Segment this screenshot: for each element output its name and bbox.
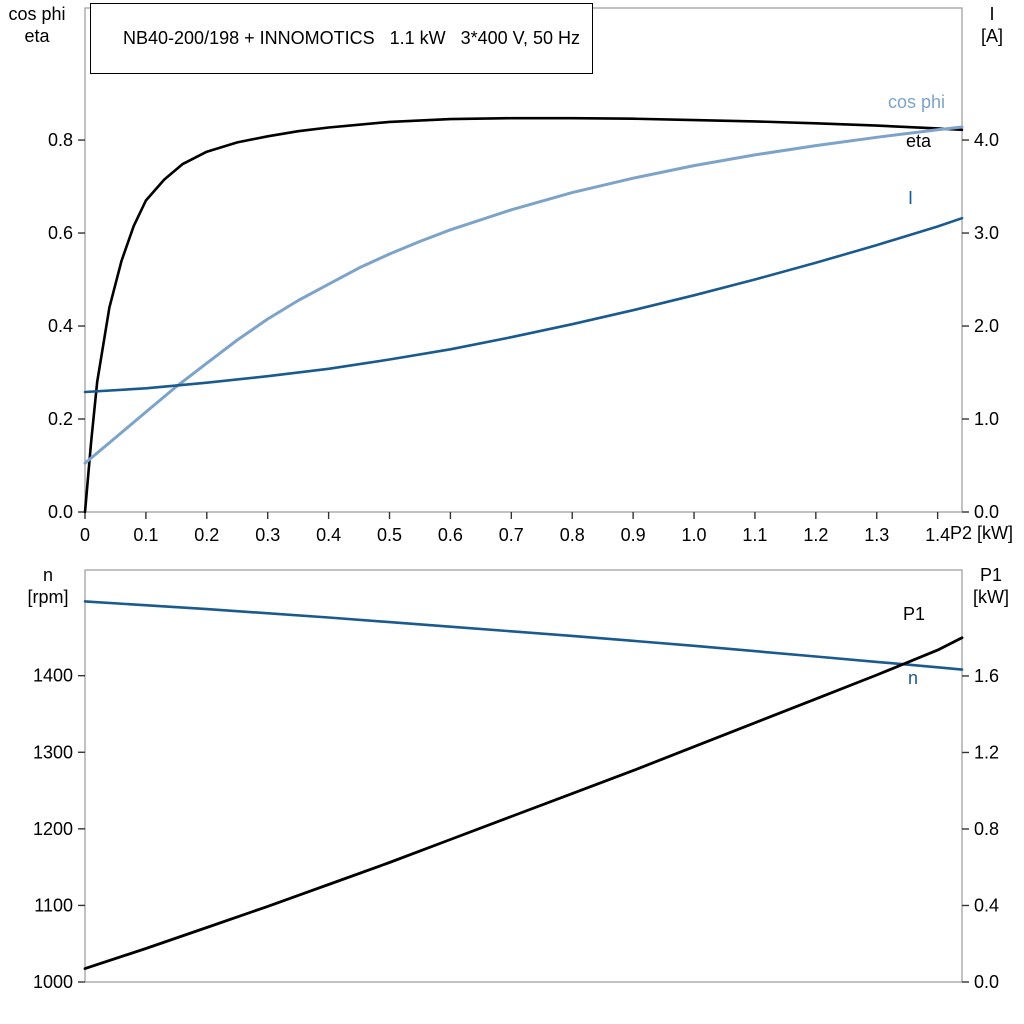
- x-tick-label: 0.2: [194, 525, 219, 545]
- x-tick-label: 0.6: [438, 525, 463, 545]
- left-tick-label: 1400: [33, 666, 73, 686]
- left-tick-label: 1200: [33, 819, 73, 839]
- plot-frame: [84, 7, 963, 513]
- curve-cos-phi: [83, 125, 964, 465]
- plot-frame: [84, 569, 963, 983]
- right-tick-label: 1.6: [974, 666, 999, 686]
- axis-title-n-unit: [rpm]: [27, 587, 69, 607]
- x-axis-title: P2 [kW]: [950, 523, 1014, 543]
- left-tick-label: 0.4: [48, 316, 73, 336]
- axis-title-cos-phi: cos phi: [8, 4, 66, 24]
- x-tick-label: 1.4: [925, 525, 950, 545]
- bottom-left-axis-title: n [rpm]: [16, 564, 80, 608]
- right-tick-label: 0.4: [974, 895, 999, 915]
- left-tick-label: 0.0: [48, 502, 73, 522]
- x-tick-label: 1.1: [742, 525, 767, 545]
- curve-label-current: I: [908, 188, 914, 208]
- x-tick-label: 1.2: [803, 525, 828, 545]
- right-tick-label: 4.0: [974, 130, 999, 150]
- right-tick-label: 2.0: [974, 316, 999, 336]
- axis-title-current: I: [989, 4, 995, 24]
- x-tick-label: 0.7: [499, 525, 524, 545]
- right-tick-label: 0.8: [974, 819, 999, 839]
- top-left-axis-title: cos phi eta: [4, 3, 70, 47]
- x-tick-label: 1.3: [864, 525, 889, 545]
- curve-label-cos-phi: cos phi: [888, 92, 946, 112]
- right-tick-label: 3.0: [974, 223, 999, 243]
- curve-n: [83, 600, 964, 671]
- x-tick-label: 0.8: [560, 525, 585, 545]
- axis-title-p1: P1: [979, 565, 1003, 585]
- curve-label-eta: eta: [906, 131, 932, 151]
- curve-label-n: n: [908, 668, 919, 688]
- right-tick-label: 0.0: [974, 972, 999, 992]
- x-tick-label: 0.4: [316, 525, 341, 545]
- curve-p1: [83, 636, 964, 970]
- axis-title-p1-unit: [kW]: [973, 587, 1009, 607]
- x-tick-label: 1.0: [682, 525, 707, 545]
- right-tick-label: 1.0: [974, 409, 999, 429]
- x-tick-label: 0.3: [255, 525, 280, 545]
- right-tick-label: 1.2: [974, 742, 999, 762]
- left-tick-label: 1100: [34, 895, 73, 915]
- left-tick-label: 1300: [33, 742, 73, 762]
- left-tick-label: 0.8: [48, 130, 73, 150]
- left-tick-label: 0.6: [48, 223, 73, 243]
- x-tick-label: 0.1: [133, 525, 158, 545]
- curve-i: [83, 216, 964, 394]
- right-tick-label: 0.0: [974, 502, 999, 522]
- x-tick-label: 0.5: [377, 525, 402, 545]
- bottom-right-axis-title: P1 [kW]: [960, 564, 1022, 608]
- chart-title: NB40-200/198 + INNOMOTICS 1.1 kW 3*400 V…: [123, 28, 581, 48]
- x-tick-label: 0: [80, 525, 90, 545]
- axis-title-eta: eta: [24, 26, 50, 46]
- left-tick-label: 0.2: [48, 409, 73, 429]
- top-right-axis-title: I [A]: [964, 3, 1020, 47]
- curve-eta: [83, 116, 964, 514]
- chart-title-box: NB40-200/198 + INNOMOTICS 1.1 kW 3*400 V…: [90, 3, 594, 74]
- curve-label-p1: P1: [903, 604, 926, 624]
- left-tick-label: 1000: [33, 972, 73, 992]
- axis-title-current-unit: [A]: [980, 26, 1003, 46]
- x-tick-label: 0.9: [621, 525, 646, 545]
- axis-title-n: n: [42, 565, 53, 585]
